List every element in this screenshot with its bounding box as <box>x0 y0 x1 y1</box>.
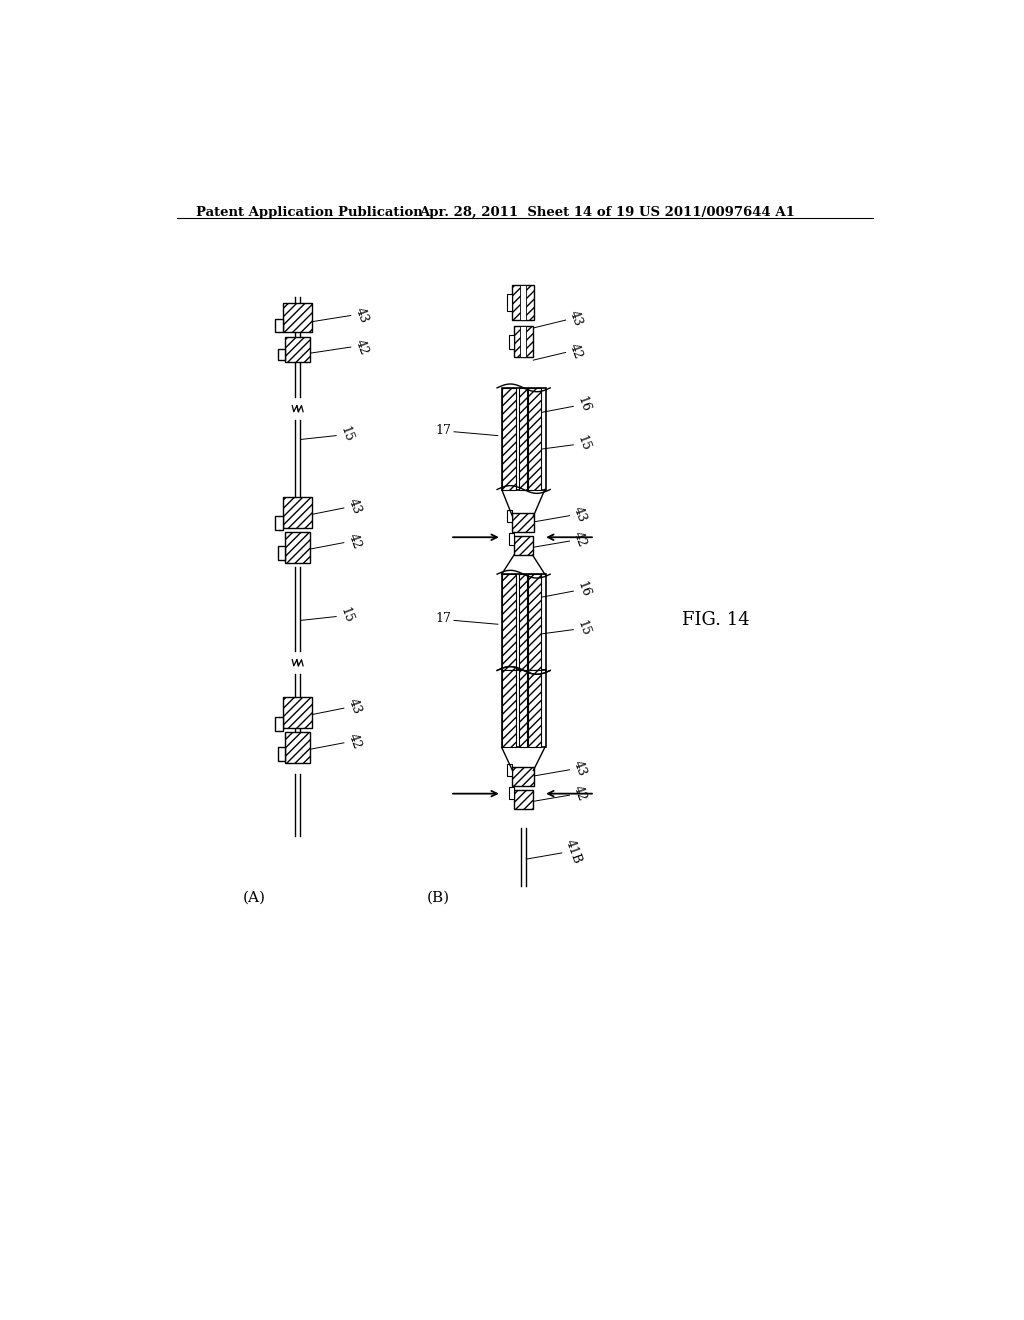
Bar <box>528 671 541 747</box>
Text: 15: 15 <box>574 433 593 453</box>
Text: 16: 16 <box>574 579 593 599</box>
Bar <box>275 318 283 333</box>
Bar <box>514 326 532 358</box>
Bar <box>520 326 526 358</box>
Text: 17: 17 <box>436 424 452 437</box>
Text: Patent Application Publication: Patent Application Publication <box>196 206 423 219</box>
Bar <box>507 294 512 312</box>
Text: (B): (B) <box>427 891 451 904</box>
Bar <box>509 532 514 545</box>
Text: 15: 15 <box>574 618 593 638</box>
Bar <box>512 512 535 532</box>
Text: 42: 42 <box>571 784 589 804</box>
Bar <box>502 388 546 490</box>
Text: 42: 42 <box>345 731 364 751</box>
Bar <box>519 574 527 671</box>
Text: 15: 15 <box>338 606 355 624</box>
Text: 42: 42 <box>567 341 585 360</box>
Bar <box>512 285 535 321</box>
Bar <box>528 388 541 490</box>
Text: FIG. 14: FIG. 14 <box>682 611 750 630</box>
Text: (A): (A) <box>243 891 265 904</box>
Bar <box>507 510 512 521</box>
Bar <box>512 767 535 785</box>
Text: 43: 43 <box>345 697 364 717</box>
Bar <box>283 304 312 333</box>
Bar <box>520 285 526 321</box>
Text: 16: 16 <box>574 395 593 414</box>
Text: 43: 43 <box>571 759 589 777</box>
Bar <box>514 536 532 554</box>
Bar <box>519 388 527 490</box>
Text: Apr. 28, 2011  Sheet 14 of 19: Apr. 28, 2011 Sheet 14 of 19 <box>419 206 635 219</box>
Bar <box>286 733 310 763</box>
Text: 15: 15 <box>338 424 355 444</box>
Bar <box>507 763 512 776</box>
Bar <box>278 350 286 360</box>
Bar <box>278 546 286 561</box>
Text: 17: 17 <box>436 612 452 626</box>
Text: US 2011/0097644 A1: US 2011/0097644 A1 <box>639 206 795 219</box>
Text: 42: 42 <box>345 532 364 550</box>
Bar <box>286 337 310 362</box>
Bar <box>502 671 515 747</box>
Text: 43: 43 <box>345 496 364 516</box>
Bar <box>502 671 546 747</box>
Text: 41B: 41B <box>563 837 584 866</box>
Bar <box>514 789 532 809</box>
Bar <box>519 671 527 747</box>
Bar <box>286 532 310 562</box>
Bar <box>275 516 283 531</box>
Bar <box>283 697 312 729</box>
Bar <box>278 747 286 760</box>
Bar <box>502 574 546 671</box>
Bar <box>275 717 283 730</box>
Bar <box>502 388 515 490</box>
Bar <box>509 787 514 799</box>
Text: 43: 43 <box>567 309 585 329</box>
Bar <box>509 335 514 348</box>
Bar <box>528 574 541 671</box>
Text: 42: 42 <box>353 338 371 356</box>
Text: 43: 43 <box>353 306 371 325</box>
Text: 43: 43 <box>571 504 589 524</box>
Bar <box>283 498 312 528</box>
Bar <box>502 574 515 671</box>
Text: 42: 42 <box>571 529 589 549</box>
